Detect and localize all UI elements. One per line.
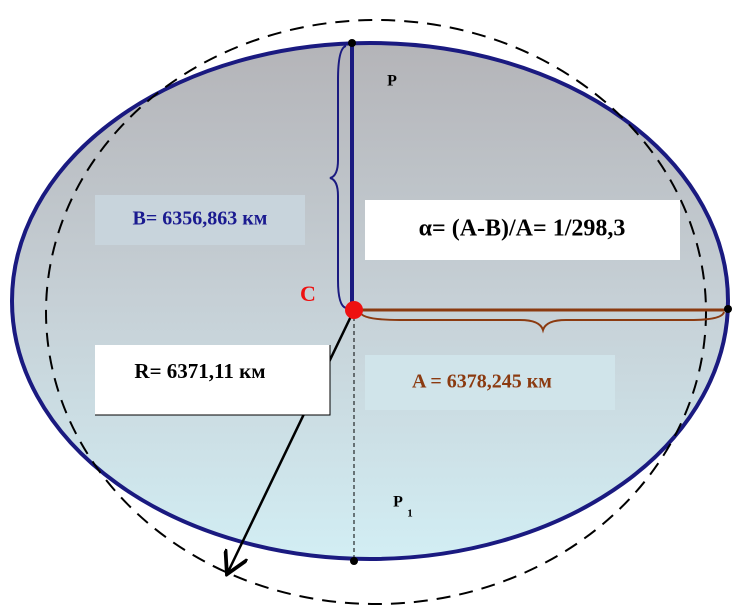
- r-box: [95, 345, 330, 415]
- b-box: [95, 195, 305, 245]
- south-pole-subscript: 1: [407, 508, 413, 520]
- brace-b: [329, 45, 347, 309]
- center-label: C: [300, 281, 316, 306]
- a-label: A = 6378,245 км: [412, 371, 552, 393]
- b-label: B= 6356,863 км: [133, 208, 268, 230]
- south-pole-label: P: [393, 494, 403, 511]
- center-dot: [345, 301, 363, 319]
- radius-arrow: [228, 309, 356, 572]
- north-pole-label: P: [387, 73, 397, 90]
- equator-dot: [724, 305, 732, 313]
- r-box-border: [95, 345, 331, 416]
- ellipsoid: [10, 41, 730, 561]
- sphere: [45, 19, 707, 605]
- south-pole-dot: [350, 557, 358, 565]
- brace-a: [359, 311, 725, 334]
- flattening-box: [365, 200, 680, 260]
- a-box: [365, 355, 615, 410]
- north-pole-dot: [348, 39, 356, 47]
- flattening-label: α= (A-B)/A= 1/298,3: [419, 216, 626, 242]
- r-label: R= 6371,11 км: [134, 359, 265, 383]
